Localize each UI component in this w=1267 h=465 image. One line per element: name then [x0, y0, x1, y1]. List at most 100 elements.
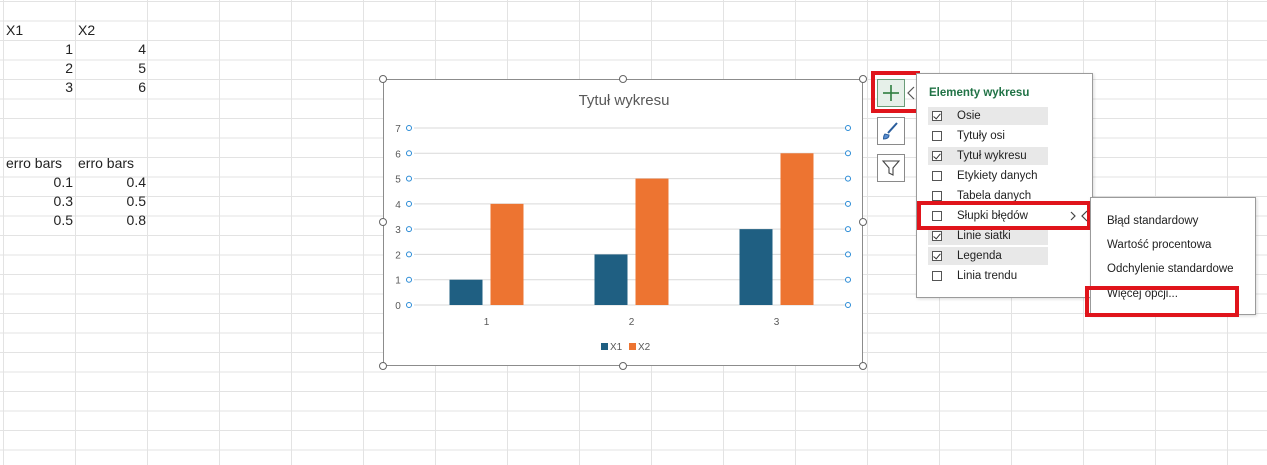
axis-selection-marker[interactable]: [845, 200, 851, 207]
axis-selection-marker[interactable]: [406, 226, 412, 233]
panel-title: Elementy wykresu: [929, 87, 1030, 99]
panel-item[interactable]: Linia trendu: [928, 267, 1048, 285]
panel-item[interactable]: Etykiety danych: [928, 167, 1048, 185]
bar-x1-1[interactable]: [449, 279, 483, 305]
bar-x2-1[interactable]: [490, 203, 524, 305]
panel-item-label: Tytuły osi: [957, 130, 1005, 142]
axis-selection-marker[interactable]: [406, 200, 412, 207]
submenu-standard-deviation[interactable]: Odchylenie standardowe: [1107, 263, 1234, 275]
bar-x1-2[interactable]: [594, 254, 628, 305]
legend-swatch: [629, 343, 636, 350]
axis-selection-marker[interactable]: [406, 251, 412, 258]
y-tick-label: 6: [395, 149, 401, 160]
cell-header-x1[interactable]: X1: [6, 22, 24, 38]
checkbox[interactable]: [932, 111, 942, 121]
cell-header-x2[interactable]: X2: [78, 22, 96, 38]
panel-item[interactable]: Osie: [928, 107, 1048, 125]
panel-item-label: Linie siatki: [957, 230, 1011, 242]
panel-item-label: Legenda: [957, 250, 1002, 262]
highlight-box-error-bars: [917, 201, 1091, 230]
bar-x2-3[interactable]: [780, 153, 814, 305]
submenu-standard-error[interactable]: Błąd standardowy: [1107, 215, 1199, 227]
axis-selection-marker[interactable]: [845, 175, 851, 182]
panel-item-label: Etykiety danych: [957, 170, 1038, 182]
panel-item[interactable]: Słupki błędów: [928, 207, 1078, 225]
checkbox[interactable]: [932, 171, 942, 181]
panel-item[interactable]: Linie siatki: [928, 227, 1048, 245]
highlight-box-elements-button: [871, 71, 920, 113]
x-tick-label: 3: [774, 317, 780, 328]
cell-err2-row3[interactable]: 0.8: [126, 212, 146, 228]
cell-err-header-2[interactable]: erro bars: [78, 155, 135, 171]
y-tick-label: 7: [395, 124, 401, 135]
cell-x1-row3[interactable]: 3: [65, 79, 73, 95]
checkbox[interactable]: [932, 191, 942, 201]
checkbox[interactable]: [932, 271, 942, 281]
panel-item[interactable]: Tytuł wykresu: [928, 147, 1048, 165]
chart-styles-button[interactable]: [877, 117, 905, 145]
bar-x1-3[interactable]: [739, 229, 773, 305]
filter-icon: [881, 160, 901, 176]
checkbox[interactable]: [932, 251, 942, 261]
checkbox[interactable]: [932, 211, 942, 221]
y-tick-label: 5: [395, 175, 401, 186]
axis-selection-marker[interactable]: [406, 125, 412, 131]
submenu-more-options[interactable]: Więcej opcji...: [1107, 288, 1178, 300]
chart-title[interactable]: Tytuł wykresu: [578, 92, 670, 109]
axis-selection-marker[interactable]: [845, 302, 851, 308]
panel-item-label: Słupki błędów: [957, 210, 1028, 222]
legend-entry[interactable]: X1: [610, 342, 623, 353]
cell-x2-row3[interactable]: 6: [138, 79, 146, 95]
axis-selection-marker[interactable]: [406, 302, 412, 308]
cell-x2-row2[interactable]: 5: [138, 60, 146, 76]
axis-selection-marker[interactable]: [406, 175, 412, 182]
cell-err-header-1[interactable]: erro bars: [6, 155, 63, 171]
panel-item[interactable]: Legenda: [928, 247, 1048, 265]
axis-selection-marker[interactable]: [845, 150, 851, 157]
resize-handle-bottom-right[interactable]: [859, 362, 867, 370]
cell-x1-row1[interactable]: 1: [65, 41, 73, 57]
panel-item-label: Tytuł wykresu: [957, 150, 1027, 162]
legend-entry[interactable]: X2: [638, 342, 651, 353]
axis-selection-marker[interactable]: [845, 251, 851, 258]
resize-handle-bottom[interactable]: [619, 362, 627, 370]
chart-elements-button[interactable]: [877, 79, 905, 107]
y-tick-label: 3: [395, 225, 401, 236]
bar-x2-2[interactable]: [635, 178, 669, 305]
panel-item-label: Tabela danych: [957, 190, 1032, 202]
panel-item[interactable]: Tytuły osi: [928, 127, 1048, 145]
plus-icon: [883, 85, 899, 101]
submenu-percentage[interactable]: Wartość procentowa: [1107, 239, 1212, 251]
checkbox[interactable]: [932, 131, 942, 141]
cell-err1-row1[interactable]: 0.1: [53, 174, 73, 190]
cell-err1-row2[interactable]: 0.3: [53, 193, 73, 209]
axis-selection-marker[interactable]: [845, 125, 851, 131]
chart-area[interactable]: Tytuł wykresu 0 1 2 3 4 5 6 7 1 2 3 X1 X2: [383, 79, 863, 366]
axis-selection-marker[interactable]: [406, 150, 412, 157]
axis-selection-marker[interactable]: [845, 226, 851, 233]
x-tick-label: 2: [629, 317, 635, 328]
checkbox[interactable]: [932, 151, 942, 161]
axis-selection-marker[interactable]: [845, 276, 851, 283]
resize-handle-top-right[interactable]: [859, 75, 867, 83]
chart-plot: 0 1 2 3 4 5 6 7 1 2 3 X1 X2: [395, 124, 851, 353]
panel-item-label: Linia trendu: [957, 270, 1018, 282]
axis-selection-marker[interactable]: [406, 276, 412, 283]
x-tick-label: 1: [484, 317, 490, 328]
cell-err2-row1[interactable]: 0.4: [126, 174, 146, 190]
chart-filters-button[interactable]: [877, 154, 905, 182]
resize-handle-top[interactable]: [619, 75, 627, 83]
chevron-right-icon[interactable]: [1068, 210, 1090, 222]
resize-handle-right[interactable]: [859, 218, 867, 226]
brush-icon: [882, 122, 898, 140]
cell-err2-row2[interactable]: 0.5: [126, 193, 146, 209]
cell-x2-row1[interactable]: 4: [138, 41, 146, 57]
resize-handle-top-left[interactable]: [379, 75, 387, 83]
panel-item[interactable]: Tabela danych: [928, 187, 1048, 205]
y-tick-label: 0: [395, 301, 401, 312]
checkbox[interactable]: [932, 231, 942, 241]
cell-x1-row2[interactable]: 2: [65, 60, 73, 76]
resize-handle-bottom-left[interactable]: [379, 362, 387, 370]
resize-handle-left[interactable]: [379, 218, 387, 226]
cell-err1-row3[interactable]: 0.5: [53, 212, 73, 228]
